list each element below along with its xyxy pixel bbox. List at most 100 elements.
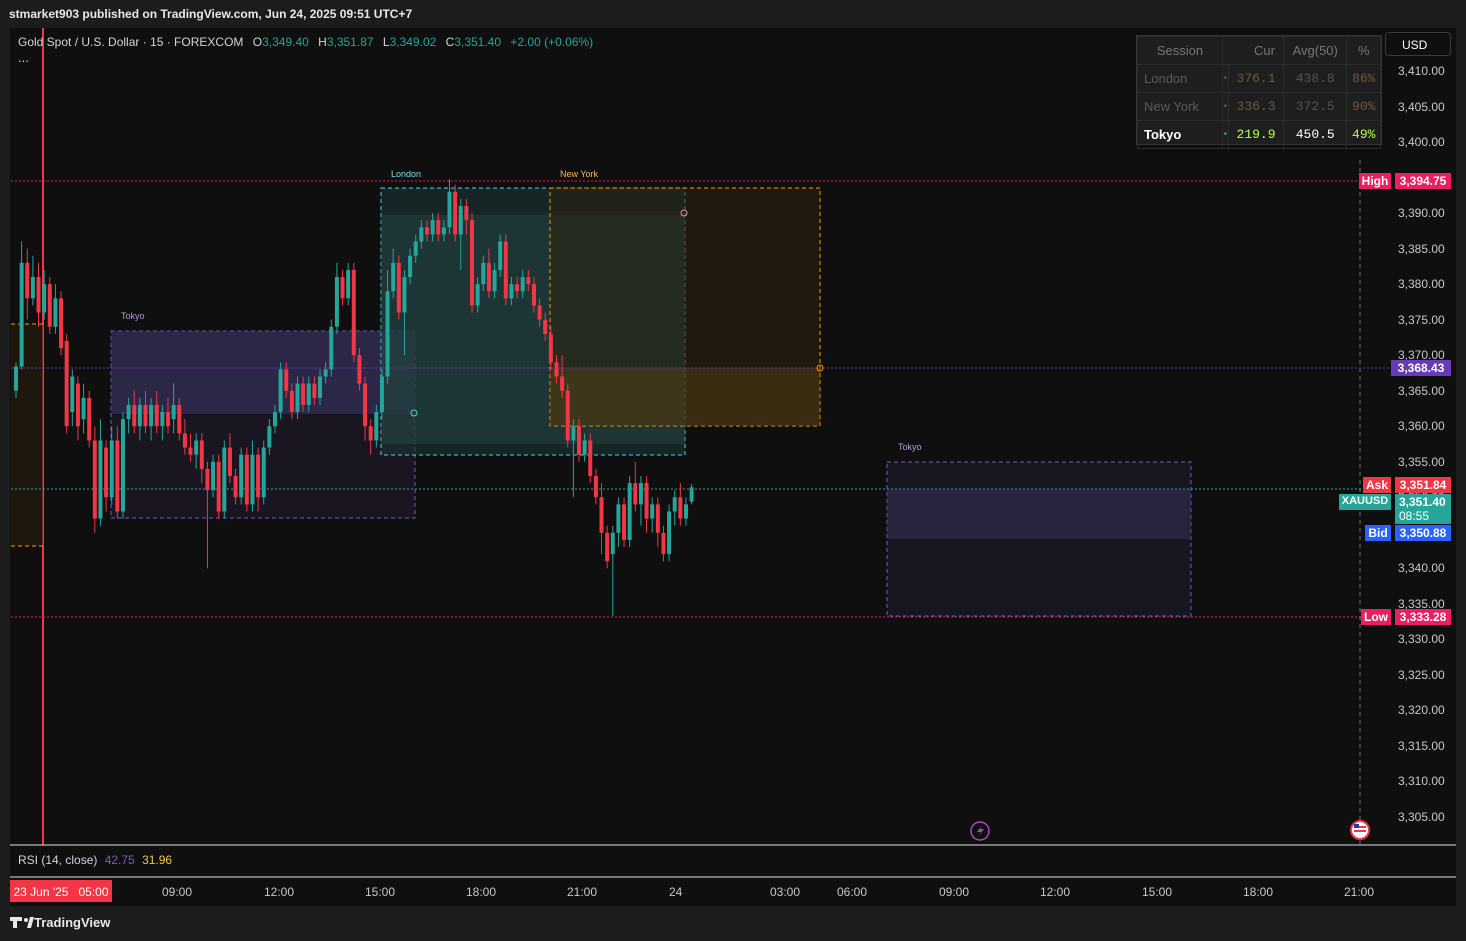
candle-body <box>216 461 221 512</box>
newyork-label: New York <box>560 169 599 179</box>
publish-header: stmarket903 published on TradingView.com… <box>0 0 1466 28</box>
candle-body <box>233 475 238 498</box>
bid-tag-value: 3,350.88 <box>1395 525 1451 541</box>
candle-body <box>605 532 610 562</box>
candle-body <box>36 277 41 313</box>
price-tick-label: 3,335.00 <box>1398 596 1445 611</box>
currency-button[interactable]: USD <box>1385 32 1451 56</box>
rsi-legend[interactable]: RSI (14, close) 42.75 31.96 <box>18 853 172 867</box>
price-tick-label: 3,400.00 <box>1398 135 1445 150</box>
candle-body <box>548 333 553 363</box>
candle-body <box>610 532 615 555</box>
candle-body <box>346 269 351 299</box>
candle-body <box>503 241 508 299</box>
open-value: 3,349.40 <box>262 35 309 49</box>
candle-body <box>492 269 497 292</box>
candle-body <box>340 277 345 299</box>
session-stats-table: Session Cur Avg(50) % London • 376.1 438… <box>1136 35 1382 149</box>
candle-body <box>75 383 80 427</box>
candle-body <box>53 298 58 327</box>
candle-body <box>295 383 300 413</box>
candle-body <box>98 440 103 519</box>
candle-body <box>188 447 193 455</box>
symbol-title[interactable]: Gold Spot / U.S. Dollar · 15 · FOREXCOM <box>18 35 244 49</box>
candle-body <box>120 419 125 512</box>
session-dot: • <box>1221 120 1230 149</box>
candle-body <box>526 277 531 285</box>
price-tick-label: 3,320.00 <box>1398 703 1445 718</box>
symbol-legend[interactable]: Gold Spot / U.S. Dollar · 15 · FOREXCOM … <box>18 35 593 49</box>
candle-body <box>306 383 311 405</box>
candle-body <box>272 412 277 427</box>
candle-body <box>531 284 536 306</box>
session-name: New York <box>1137 92 1223 121</box>
candle-body <box>396 262 401 313</box>
candle-body <box>109 440 114 498</box>
session-pct: 90% <box>1346 92 1381 121</box>
candle-body <box>374 412 379 441</box>
time-tick-label: 24 <box>669 885 683 899</box>
candle-body <box>436 220 441 235</box>
price-tick-label: 3,370.00 <box>1398 348 1445 363</box>
table-row: London • 376.1 438.8 86% <box>1137 64 1381 93</box>
candle-body <box>655 504 660 533</box>
session-pct: 86% <box>1346 64 1381 93</box>
candle-body <box>683 504 688 519</box>
candle-body <box>59 298 64 349</box>
rsi-value-2: 31.96 <box>142 853 173 867</box>
time-tick-label: 15:00 <box>1142 885 1173 899</box>
price-tick-label: 3,310.00 <box>1398 774 1445 789</box>
candle-body <box>633 483 638 505</box>
candle-body <box>554 362 559 377</box>
candle-body <box>267 426 272 448</box>
header-pct: % <box>1346 36 1381 65</box>
current-time-highlight <box>10 880 112 902</box>
low-value: 3,349.02 <box>389 35 437 49</box>
london-label: London <box>391 169 422 179</box>
more-indicators-button[interactable]: ... <box>18 50 29 65</box>
candle-body <box>256 454 261 498</box>
candle-body <box>419 227 424 242</box>
low-tag-label: Low <box>1361 609 1391 625</box>
candle-body <box>661 532 666 555</box>
brand-text: TradingView <box>34 915 111 930</box>
candle-body <box>160 412 165 427</box>
candle-body <box>14 366 18 391</box>
ask-tag-label: Ask <box>1363 477 1391 493</box>
session-avg: 438.8 <box>1282 64 1348 93</box>
open-key: O <box>252 35 263 49</box>
tokyo-label-1: Tokyo <box>121 311 145 321</box>
session-cur: 376.1 <box>1228 64 1284 93</box>
candle-body <box>19 262 24 367</box>
header-avg: Avg(50) <box>1282 36 1348 65</box>
candle-body <box>182 433 187 448</box>
last-price-box: 3,351.40 08:55 <box>1395 494 1451 524</box>
tokyo-session-range-2 <box>887 489 1191 539</box>
candle-body <box>565 390 570 441</box>
candle-body <box>149 404 154 427</box>
candle-body <box>678 497 683 519</box>
candle-body <box>318 376 323 398</box>
price-tick-label: 3,305.00 <box>1398 810 1445 824</box>
close-key: C <box>445 35 455 49</box>
candle-body <box>205 468 210 491</box>
high-key: H <box>318 35 327 49</box>
session-marker <box>680 209 688 217</box>
time-tick-label: 09:00 <box>939 885 970 899</box>
prev-session-box <box>11 324 43 546</box>
candle-body <box>509 284 514 299</box>
footer-brand: TradingView <box>10 915 110 930</box>
candle-body <box>284 369 289 391</box>
candle-body <box>537 305 542 320</box>
candle-body <box>644 483 649 519</box>
price-tick-label: 3,380.00 <box>1398 277 1445 292</box>
candles-group <box>14 179 694 617</box>
session-cur: 336.3 <box>1228 92 1284 121</box>
session-avg: 372.5 <box>1282 92 1348 121</box>
high-value: 3,351.87 <box>326 35 374 49</box>
candle-body <box>244 454 249 505</box>
candle-body <box>588 440 593 476</box>
candle-body <box>638 483 643 505</box>
lightning-icon <box>970 821 990 841</box>
